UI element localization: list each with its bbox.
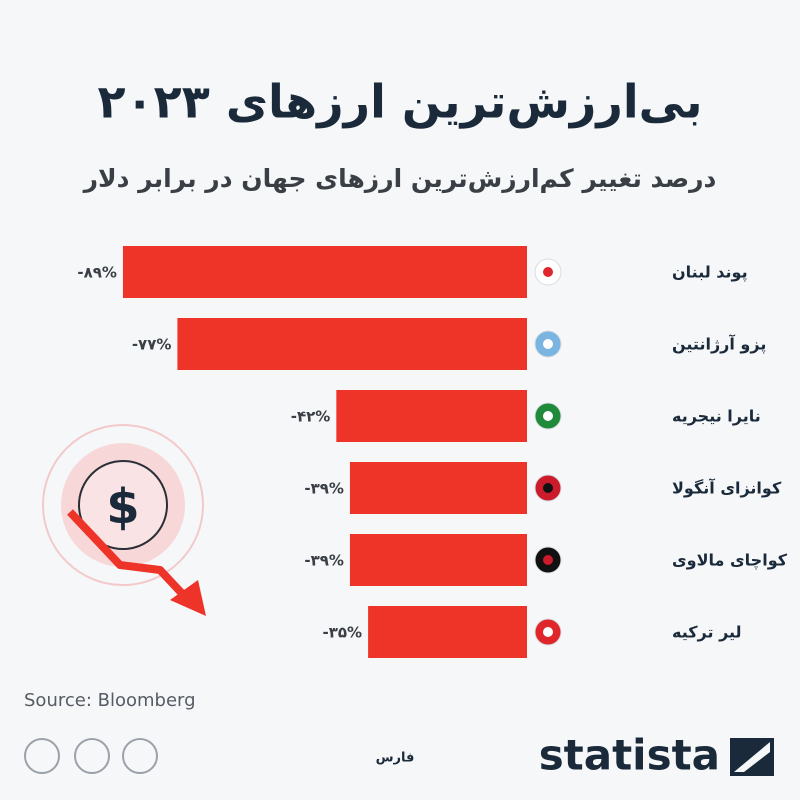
category-label: لیر ترکیه (672, 623, 742, 642)
flag-detail (543, 555, 553, 565)
chart-subtitle: درصد تغییر کم‌ارزش‌ترین ارزهای جهان در ب… (82, 164, 717, 194)
category-label: کوانزای آنگولا (672, 478, 782, 498)
category-label: پزو آرژانتین (672, 334, 766, 355)
value-label: -۸۹% (77, 264, 117, 282)
flag-detail (543, 339, 553, 349)
bar (368, 606, 527, 658)
source: Source: Bloomberg (24, 690, 196, 711)
category-label: نایرا نیجریه (672, 407, 761, 426)
brand-mark (730, 738, 774, 776)
value-label: -۳۵% (323, 624, 363, 642)
category-label: پوند لبنان (672, 263, 748, 283)
flag-detail (543, 411, 553, 421)
flag-detail (543, 627, 553, 637)
value-label: -۴۲% (291, 408, 331, 426)
bar (122, 246, 527, 298)
category-label: کواچای مالاوی (672, 551, 788, 571)
bar (177, 318, 528, 370)
bar (349, 534, 527, 586)
bar (336, 390, 527, 442)
value-label: -۷۷% (132, 336, 172, 354)
chart-title: بی‌ارزش‌ترین ارزهای ۲۰۲۳ (98, 75, 703, 129)
flag-detail (543, 483, 553, 493)
value-label: -۳۹% (304, 552, 344, 570)
partner-logo: فارس (376, 751, 415, 766)
dollar-icon: $ (42, 424, 206, 616)
svg-text:$: $ (106, 479, 139, 535)
flag-detail (543, 267, 553, 277)
brand-logo: statista (539, 731, 720, 780)
license-icons (24, 738, 158, 774)
bar (349, 462, 527, 514)
value-label: -۳۹% (304, 480, 344, 498)
